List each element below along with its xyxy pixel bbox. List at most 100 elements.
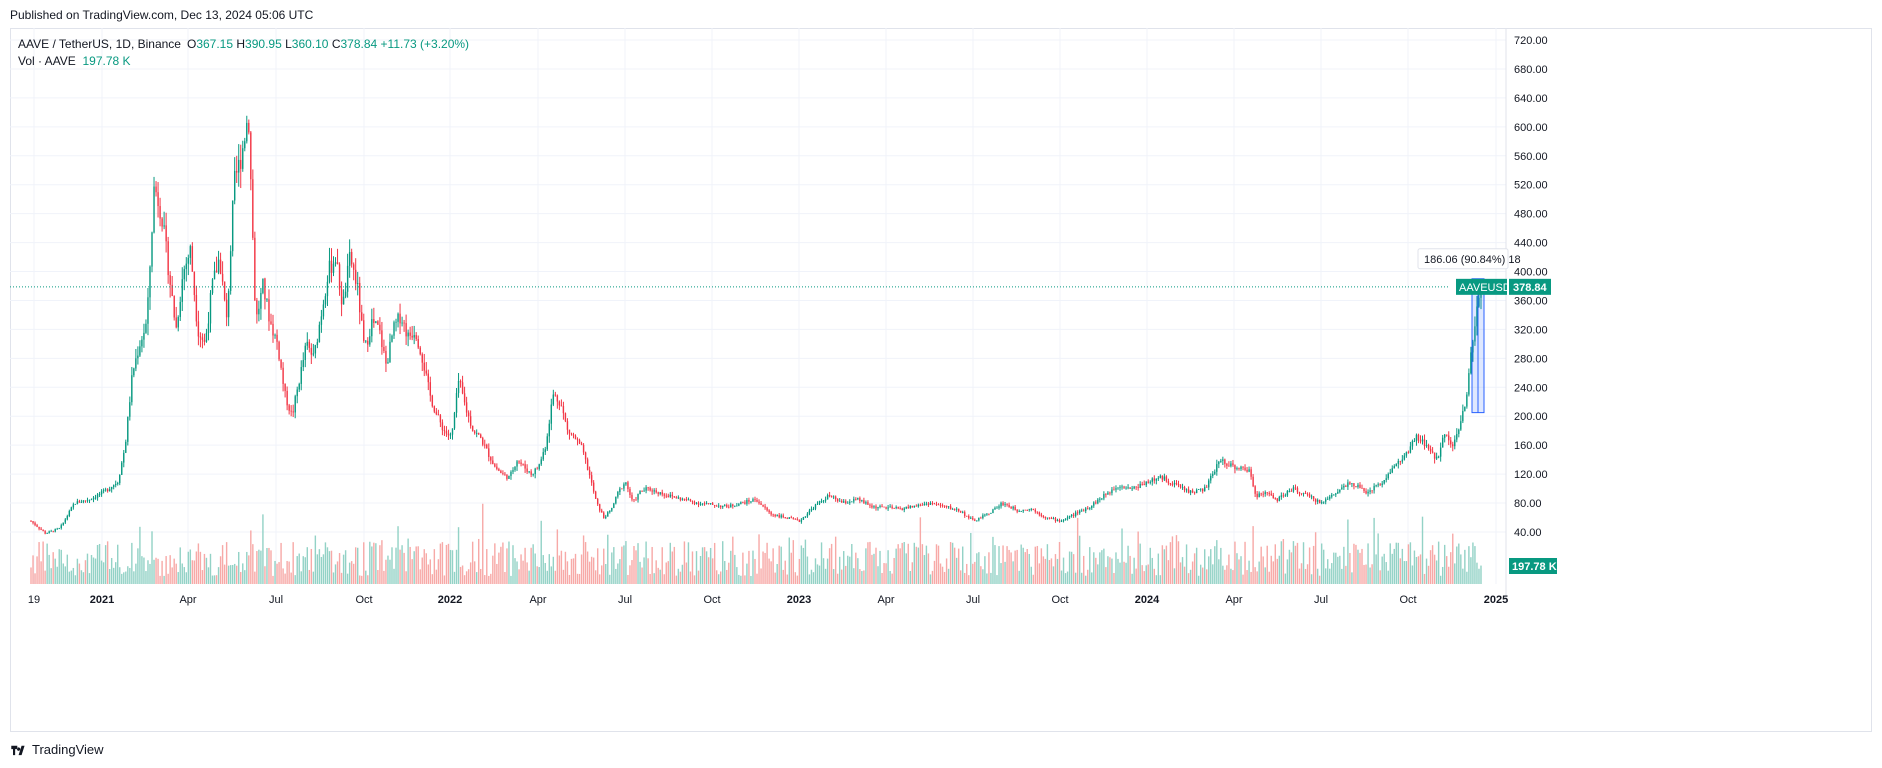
candle-body bbox=[38, 526, 40, 529]
volume-bar bbox=[1030, 566, 1032, 584]
candle-body bbox=[352, 264, 355, 270]
candle-body bbox=[1197, 489, 1200, 490]
candle-body bbox=[238, 159, 240, 173]
volume-bar bbox=[1470, 557, 1472, 584]
volume-bar bbox=[1240, 556, 1242, 584]
candle-body bbox=[810, 508, 813, 511]
candle-body bbox=[1470, 352, 1472, 374]
volume-bar bbox=[306, 547, 308, 584]
candle-body bbox=[762, 504, 764, 507]
candle-body bbox=[504, 473, 506, 475]
volume-bar bbox=[141, 556, 143, 584]
candle-body bbox=[1103, 494, 1105, 499]
candle-body bbox=[433, 406, 436, 412]
volume-bar bbox=[834, 536, 837, 584]
volume-bar bbox=[1320, 543, 1323, 584]
candle-body bbox=[1204, 486, 1206, 492]
volume-bar bbox=[1294, 545, 1297, 584]
volume-bar bbox=[1155, 575, 1158, 584]
candle-body bbox=[1433, 452, 1436, 459]
candle-body bbox=[1318, 499, 1321, 504]
candle-body bbox=[177, 317, 179, 328]
candle-body bbox=[455, 393, 458, 413]
volume-bar bbox=[740, 575, 742, 584]
volume-bar bbox=[594, 570, 597, 584]
volume-bar bbox=[159, 575, 161, 584]
volume-bar bbox=[873, 553, 875, 584]
candle-body bbox=[215, 270, 218, 273]
volume-bar bbox=[1266, 545, 1268, 584]
y-tick-label: 680.00 bbox=[1514, 64, 1548, 76]
candle-body bbox=[377, 321, 379, 325]
volume-bar bbox=[244, 570, 246, 584]
candle-body bbox=[502, 473, 504, 474]
volume-bar bbox=[439, 543, 442, 584]
candle-body bbox=[1439, 447, 1442, 457]
candle-body bbox=[397, 313, 399, 322]
volume-bar bbox=[645, 541, 647, 584]
volume-bar bbox=[336, 561, 339, 584]
volume-bar bbox=[907, 543, 909, 584]
volume-bar bbox=[988, 552, 990, 584]
volume-bar bbox=[962, 546, 964, 584]
volume-bar bbox=[1359, 552, 1361, 584]
volume-bar bbox=[1224, 569, 1226, 584]
volume-bar bbox=[492, 555, 494, 584]
candle-body bbox=[857, 497, 859, 500]
volume-bar bbox=[1175, 535, 1178, 584]
volume-bar bbox=[592, 557, 595, 584]
volume-bar bbox=[405, 571, 407, 584]
candle-body bbox=[1371, 490, 1373, 492]
volume-bar bbox=[169, 555, 171, 584]
volume-bar bbox=[1201, 567, 1204, 584]
volume-bar bbox=[365, 570, 367, 584]
candle-body bbox=[877, 506, 879, 509]
volume-bar bbox=[125, 571, 127, 584]
candle-body bbox=[879, 505, 881, 507]
candle-body bbox=[1462, 411, 1464, 422]
footer-brand[interactable]: TradingView bbox=[10, 742, 104, 757]
candle-body bbox=[1056, 519, 1059, 522]
volume-bar bbox=[431, 574, 434, 584]
candle-body bbox=[556, 395, 559, 402]
candle-body bbox=[935, 504, 938, 506]
candle-body bbox=[1325, 499, 1327, 502]
volume-bar bbox=[177, 572, 179, 584]
candle-body bbox=[713, 504, 716, 506]
volume-bar bbox=[1062, 557, 1065, 584]
volume-bar bbox=[1298, 568, 1301, 584]
volume-bar bbox=[1387, 570, 1389, 584]
candle-body bbox=[1329, 496, 1331, 499]
candle-body bbox=[1383, 480, 1385, 484]
volume-bar bbox=[1339, 555, 1341, 584]
volume-bar bbox=[1058, 541, 1061, 584]
candle-body bbox=[1456, 433, 1458, 440]
volume-bar bbox=[1050, 558, 1053, 584]
close-label: C bbox=[331, 37, 341, 51]
candle-body bbox=[1262, 493, 1264, 495]
candle-body bbox=[1280, 495, 1283, 497]
volume-bar bbox=[1411, 565, 1414, 584]
y-tick-label: 80.00 bbox=[1514, 498, 1542, 510]
volume-bar bbox=[528, 570, 530, 584]
candle-body bbox=[191, 246, 194, 272]
candle-body bbox=[758, 501, 760, 504]
volume-bar bbox=[409, 546, 411, 584]
candle-body bbox=[318, 324, 321, 343]
volume-bar bbox=[881, 572, 883, 584]
volume-bar bbox=[578, 573, 581, 584]
volume-bar bbox=[1177, 541, 1180, 584]
volume-bar bbox=[1010, 552, 1012, 584]
candle-body bbox=[1066, 517, 1069, 519]
volume-bar bbox=[407, 538, 409, 584]
volume-bar bbox=[826, 558, 829, 584]
volume-bar bbox=[1395, 542, 1397, 584]
candle-body bbox=[760, 503, 762, 505]
volume-bar bbox=[50, 568, 52, 584]
volume-bar bbox=[223, 564, 226, 584]
price-chart[interactable]: 720.00680.00640.00600.00560.00520.00480.… bbox=[10, 28, 1872, 732]
volume-bar bbox=[1147, 564, 1149, 584]
volume-bar bbox=[1214, 546, 1216, 584]
volume-bar bbox=[459, 566, 462, 584]
volume-bar bbox=[157, 558, 159, 584]
